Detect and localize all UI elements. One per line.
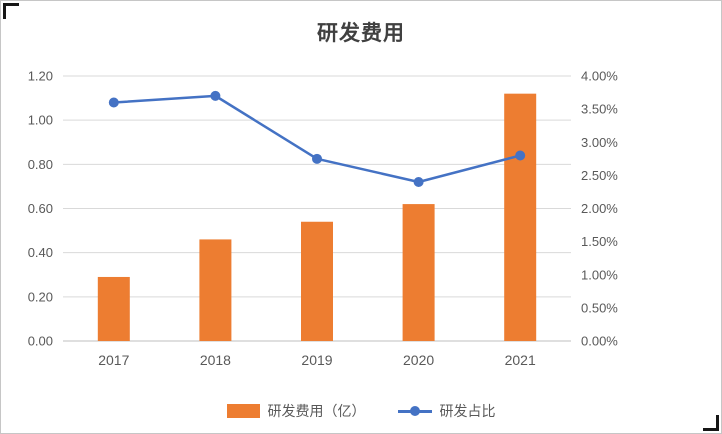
x-axis-label: 2017	[98, 352, 129, 368]
x-axis-label: 2020	[403, 352, 434, 368]
left-axis-tick-label: 0.40	[28, 245, 53, 260]
left-axis-tick-label: 0.20	[28, 289, 53, 304]
line-series[interactable]	[112, 94, 522, 184]
right-axis-tick-label: 2.50%	[581, 168, 618, 183]
left-axis-tick-label: 0.80	[28, 157, 53, 172]
right-axis-tick-label: 0.50%	[581, 300, 618, 315]
right-axis-tick-label: 3.50%	[581, 102, 618, 117]
chart-legend: 研发费用（亿） 研发占比	[1, 401, 721, 421]
x-axis-label: 2019	[301, 352, 332, 368]
line-series-marker-icon	[397, 406, 432, 416]
x-axis-label: 2018	[200, 352, 231, 368]
line-marker-2018[interactable]	[210, 90, 221, 101]
legend-label-line-series: 研发占比	[439, 403, 496, 419]
left-axis-tick-label: 1.00	[28, 113, 53, 128]
right-axis-tick-label: 0.00%	[581, 334, 618, 349]
left-axis-tick-label: 0.60	[28, 201, 53, 216]
bar-series-swatch-icon	[226, 404, 260, 418]
left-axis-tick-label: 0.00	[28, 334, 53, 349]
left-axis-tick-label: 1.20	[28, 69, 53, 84]
bar-2018[interactable]	[199, 239, 232, 341]
line-marker-2021[interactable]	[515, 150, 526, 161]
right-axis-tick-label: 1.00%	[581, 267, 618, 282]
right-axis-tick-label: 4.00%	[581, 69, 618, 84]
line-marker-2017[interactable]	[108, 97, 119, 108]
bar-2017[interactable]	[97, 276, 130, 341]
bar-2019[interactable]	[301, 221, 333, 341]
legend-item-bar-series[interactable]: 研发费用（亿）	[226, 401, 366, 421]
line-marker-2019[interactable]	[312, 153, 322, 164]
legend-label-bar-series: 研发费用（亿）	[267, 403, 366, 419]
line-marker-2020[interactable]	[413, 177, 424, 187]
right-axis-tick-label: 3.00%	[581, 135, 618, 150]
chart-title: 研发费用	[317, 22, 405, 45]
right-axis-tick-label: 2.00%	[581, 201, 618, 216]
legend-item-line-series[interactable]: 研发占比	[397, 401, 496, 421]
bar-2020[interactable]	[402, 204, 435, 341]
right-axis-tick-label: 1.50%	[581, 234, 618, 249]
bar-2021[interactable]	[504, 93, 537, 342]
x-axis-label: 2021	[505, 352, 536, 368]
